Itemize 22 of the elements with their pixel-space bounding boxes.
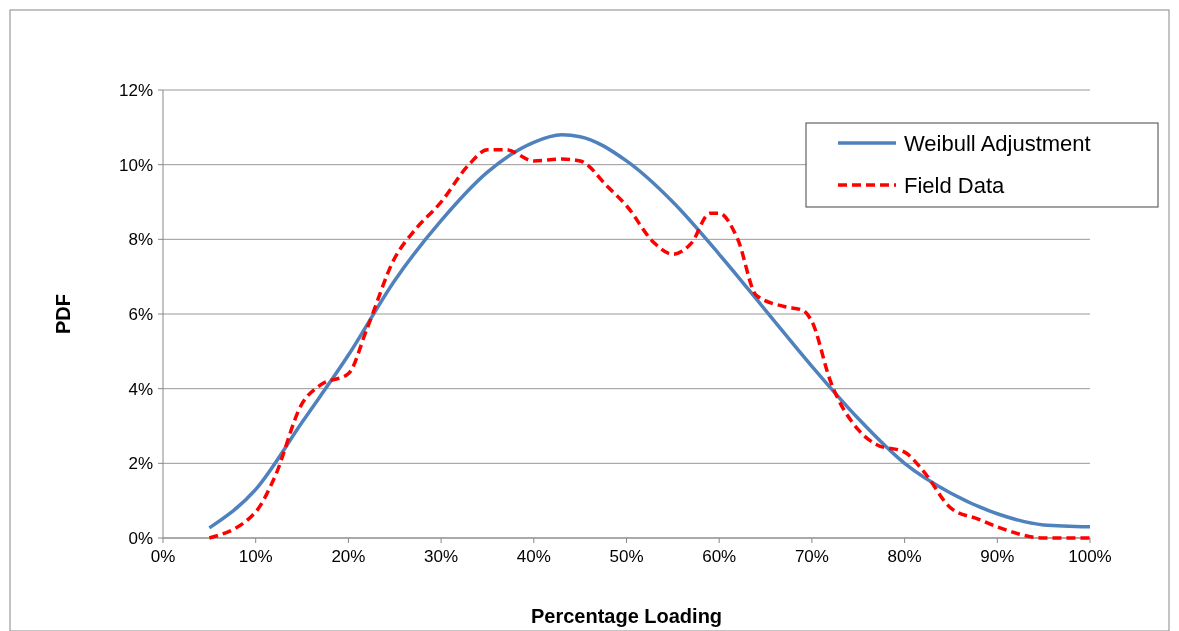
x-tick-label: 10% [238, 547, 273, 566]
y-axis-title: PDF [52, 294, 74, 334]
y-tick-label: 0% [128, 528, 153, 548]
legend-label: Field Data [904, 172, 1006, 198]
y-tick-label: 12% [118, 80, 153, 100]
x-tick-label: 60% [702, 547, 737, 566]
x-axis-title: Percentage Loading [530, 605, 723, 627]
legend-label: Weibull Adjustment [904, 130, 1091, 156]
x-tick-label: 30% [424, 547, 459, 566]
y-tick-label: 6% [128, 304, 153, 324]
x-tick-label: 90% [980, 547, 1015, 566]
y-tick-label: 10% [118, 155, 153, 175]
x-tick-label: 80% [887, 547, 922, 566]
x-tick-label: 70% [794, 547, 829, 566]
x-tick-label: 50% [609, 547, 644, 566]
y-tick-label: 2% [128, 454, 153, 474]
x-tick-label: 0% [150, 547, 176, 566]
y-tick-label: 4% [128, 379, 153, 399]
x-tick-label: 100% [1068, 547, 1112, 566]
x-tick-label: 40% [516, 547, 551, 566]
y-tick-label: 8% [128, 230, 153, 250]
x-tick-label: 20% [331, 547, 366, 566]
